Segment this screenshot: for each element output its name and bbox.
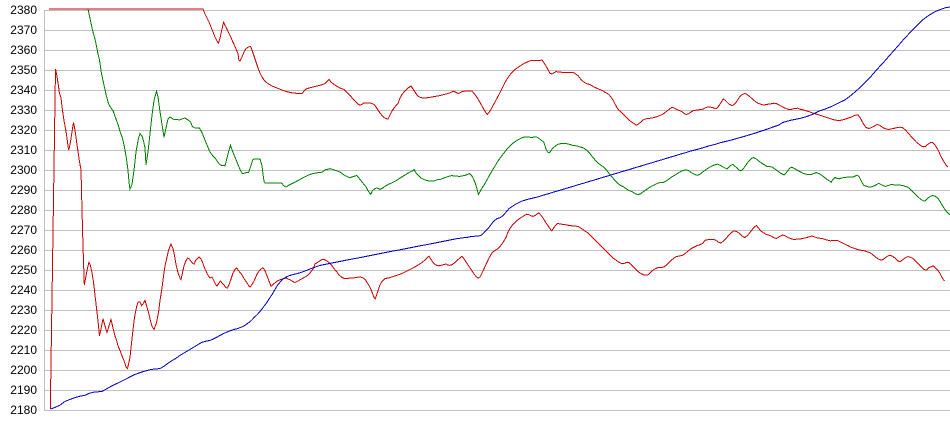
svg-text:2210: 2210: [10, 343, 37, 357]
svg-text:2180: 2180: [10, 403, 37, 417]
svg-text:2290: 2290: [10, 183, 37, 197]
svg-text:2380: 2380: [10, 3, 37, 17]
svg-text:2230: 2230: [10, 303, 37, 317]
svg-text:2350: 2350: [10, 63, 37, 77]
svg-text:2360: 2360: [10, 43, 37, 57]
svg-text:2300: 2300: [10, 163, 37, 177]
svg-text:2250: 2250: [10, 263, 37, 277]
svg-text:2220: 2220: [10, 323, 37, 337]
svg-text:2280: 2280: [10, 203, 37, 217]
svg-text:2310: 2310: [10, 143, 37, 157]
svg-text:2270: 2270: [10, 223, 37, 237]
svg-text:2320: 2320: [10, 123, 37, 137]
svg-text:2240: 2240: [10, 283, 37, 297]
svg-text:2330: 2330: [10, 103, 37, 117]
svg-text:2200: 2200: [10, 363, 37, 377]
svg-text:2370: 2370: [10, 23, 37, 37]
svg-text:2260: 2260: [10, 243, 37, 257]
svg-text:2340: 2340: [10, 83, 37, 97]
svg-text:2190: 2190: [10, 383, 37, 397]
